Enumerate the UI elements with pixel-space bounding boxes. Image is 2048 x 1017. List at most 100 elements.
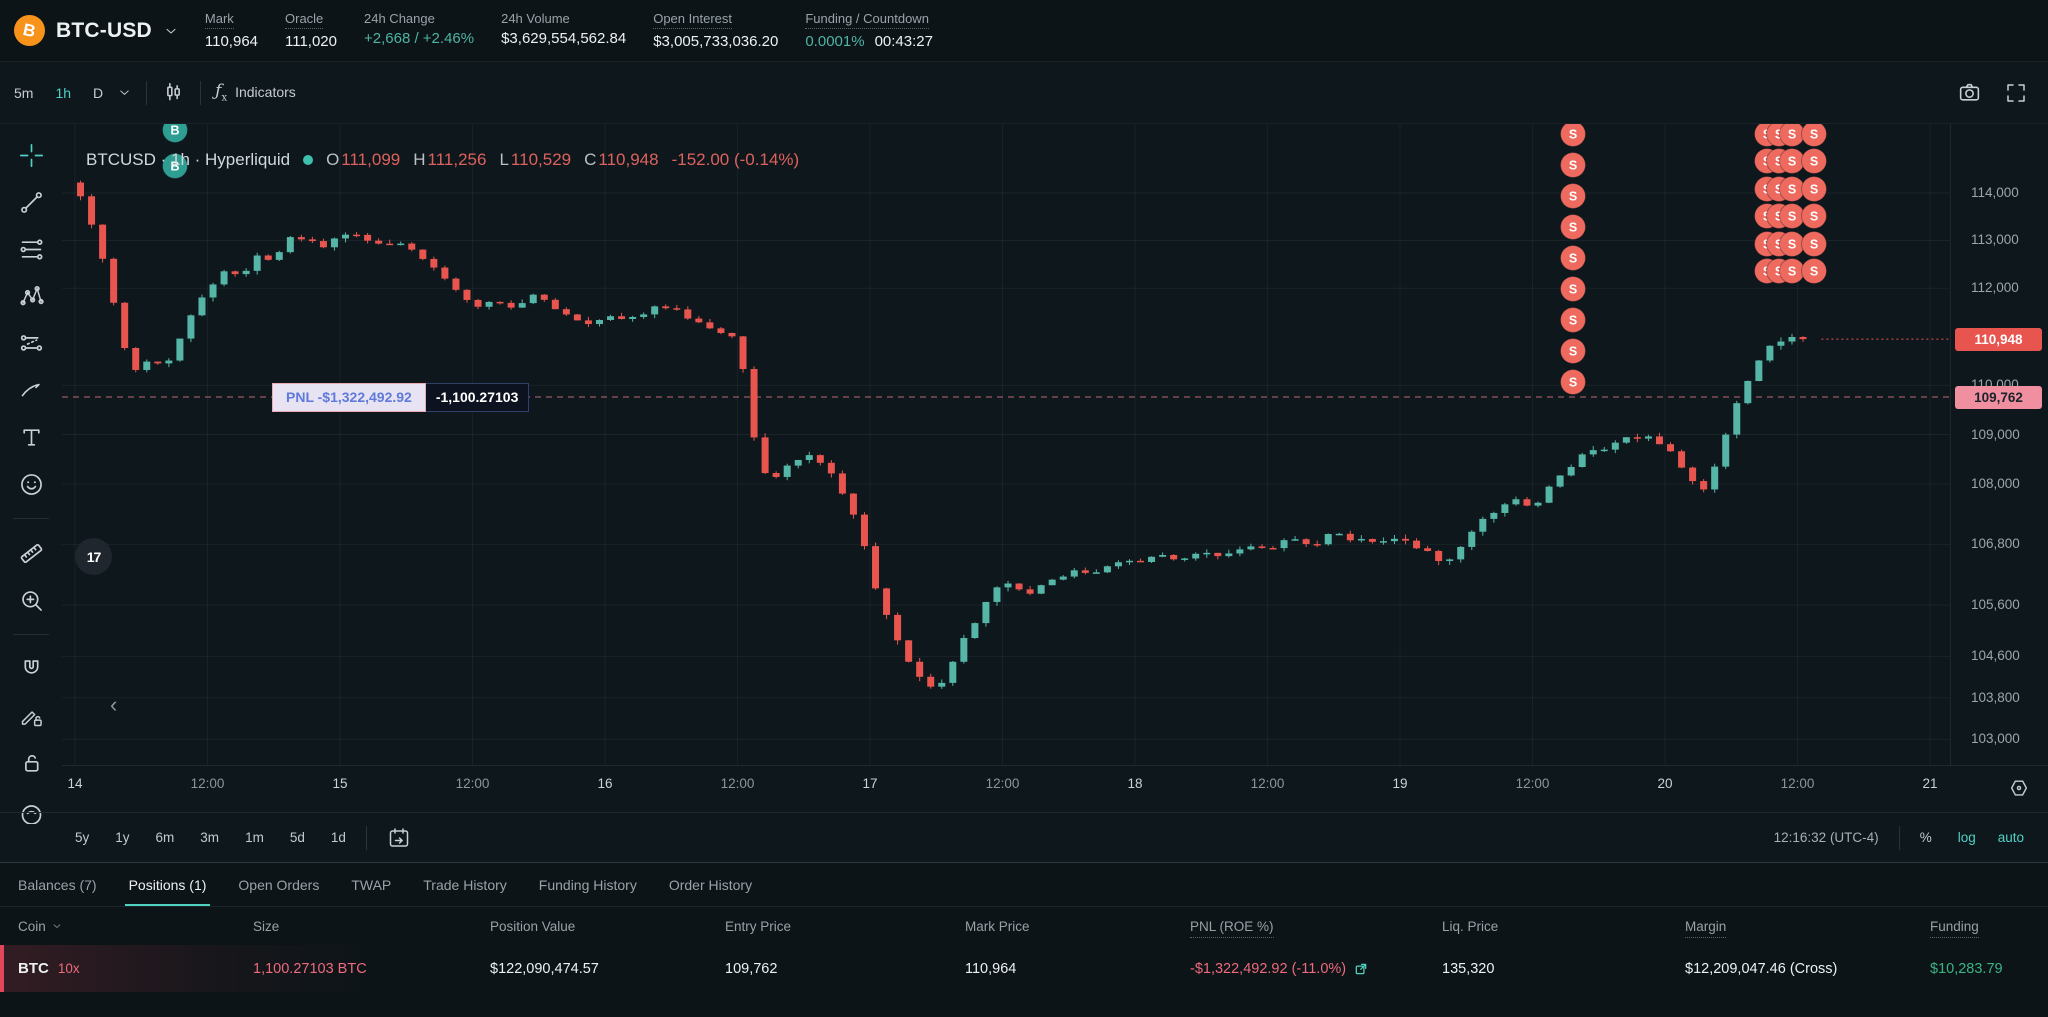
range-button-3m[interactable]: 3m — [200, 830, 220, 845]
toolbar-divider — [146, 80, 148, 105]
external-link-icon[interactable] — [1354, 962, 1368, 976]
range-button-1d[interactable]: 1d — [330, 830, 346, 845]
stat-label: Oracle — [285, 11, 324, 29]
sell-marker[interactable]: S — [1560, 183, 1586, 209]
sell-marker[interactable]: S — [1801, 258, 1827, 284]
sell-marker[interactable]: S — [1560, 369, 1586, 395]
position-size-text: -1,100.27103 — [425, 382, 530, 412]
tab-order-history[interactable]: Order History — [668, 876, 753, 893]
interval-button-1h[interactable]: 1h — [55, 84, 72, 101]
price-axis[interactable]: 114,000 113,000 112,000 110,000 109,000 108,0… — [1950, 124, 2048, 765]
tab-positions-1[interactable]: Positions (1) — [125, 863, 211, 906]
sell-marker[interactable]: S — [1801, 124, 1827, 147]
drawing-pencil-lock-tool[interactable] — [14, 701, 48, 731]
sell-marker[interactable]: S — [1779, 124, 1805, 147]
ruler-tool[interactable] — [14, 538, 48, 568]
emoji-icon — [20, 473, 42, 495]
column-header-label[interactable]: Coin — [18, 918, 46, 934]
tradingview-logo[interactable]: 17 — [75, 538, 112, 575]
sell-marker[interactable]: S — [1801, 231, 1827, 257]
chart-clock[interactable]: 12:16:32 (UTC-4) — [1773, 830, 1879, 845]
stat-value-text: +2,668 / +2.46% — [364, 30, 475, 47]
ohlc-key: L — [499, 150, 509, 169]
interval-button-D[interactable]: D — [93, 84, 104, 101]
sell-marker[interactable]: S — [1560, 276, 1586, 302]
range-button-5d[interactable]: 5d — [289, 830, 305, 845]
tab-twap[interactable]: TWAP — [351, 876, 392, 893]
go-to-date-icon[interactable] — [387, 826, 411, 850]
buy-marker[interactable]: B — [162, 124, 188, 143]
fullscreen-icon[interactable] — [2004, 81, 2028, 105]
camera-icon[interactable] — [1957, 80, 1982, 105]
toolbar-collapse-chevron[interactable]: ‹ — [110, 692, 118, 717]
crosshair-tool[interactable] — [14, 140, 48, 170]
sell-marker[interactable]: S — [1779, 176, 1805, 202]
fib-retracement-tool[interactable] — [14, 234, 48, 264]
chart-style-button[interactable] — [161, 80, 186, 105]
brush-tool[interactable] — [14, 375, 48, 405]
position-pnl-label[interactable]: PNL -$1,322,492.92 -1,100.27103 — [272, 382, 530, 412]
sell-marker[interactable]: S — [1801, 176, 1827, 202]
interval-button-5m[interactable]: 5m — [14, 84, 34, 101]
sell-marker[interactable]: S — [1779, 203, 1805, 229]
sell-marker[interactable]: S — [1779, 231, 1805, 257]
mark-price-cell: 110,964 — [965, 960, 1017, 977]
indicators-button[interactable]: ƒx Indicators — [215, 81, 296, 103]
projection-tool[interactable] — [14, 328, 48, 358]
sell-marker[interactable]: S — [1779, 258, 1805, 284]
sell-marker[interactable]: S — [1560, 214, 1586, 240]
range-button-5y[interactable]: 5y — [75, 830, 90, 845]
sell-marker[interactable]: S — [1560, 338, 1586, 364]
price-scale-settings-icon[interactable] — [2008, 777, 2030, 799]
range-button-1y[interactable]: 1y — [115, 830, 130, 845]
svg-text:S: S — [1810, 265, 1818, 279]
entry-price-badge[interactable]: 109,762 — [1955, 385, 2042, 409]
position-row[interactable]: BTC 10x 1,100.27103 BTC $122,090,474.57 109,… — [0, 945, 2048, 992]
time-tick-label: 18 — [1127, 776, 1143, 791]
time-tick-label: 12:00 — [985, 776, 1020, 791]
trend-line-tool[interactable] — [14, 187, 48, 217]
time-axis[interactable]: 14 12:00 15 12:00 16 12:00 17 12:00 18 12:00 19 12:… — [62, 765, 2048, 813]
auto-scale-toggle[interactable]: auto — [1997, 830, 2024, 845]
market-selector[interactable]: B BTC-USD — [14, 15, 179, 46]
text-tool[interactable] — [14, 422, 48, 452]
buy-marker[interactable]: B — [162, 153, 188, 179]
zoom-in-tool[interactable] — [14, 585, 48, 615]
lock-icon — [24, 754, 39, 772]
tab-balances-7[interactable]: Balances (7) — [18, 876, 97, 893]
coin-cell: BTC 10x — [0, 960, 235, 977]
emoji-tool[interactable] — [14, 469, 48, 499]
legend-title[interactable]: BTCUSD · 1h · Hyperliquid — [86, 150, 291, 169]
sell-marker[interactable]: S — [1560, 307, 1586, 333]
stat-label: Mark — [204, 11, 234, 29]
range-button-1m[interactable]: 1m — [245, 830, 264, 845]
magnet-tool[interactable] — [14, 654, 48, 684]
percent-scale-toggle[interactable]: % — [1919, 830, 1932, 845]
lock-tool[interactable] — [14, 748, 48, 778]
chart-toolbar: 5m 1h D ƒx Indicators — [0, 62, 2048, 124]
candlestick-chart[interactable]: BBSSSSSSSSSSSSSSSSSSSSSSSSSSSSSSSSS — [62, 124, 1950, 765]
range-button-6m[interactable]: 6m — [155, 830, 175, 845]
ohlc-value: 111,099 — [341, 150, 401, 169]
tab-open-orders[interactable]: Open Orders — [238, 876, 320, 893]
sell-marker[interactable]: S — [1779, 148, 1805, 174]
position-value-cell: $122,090,474.57 — [490, 960, 599, 977]
coin-name: BTC — [18, 960, 49, 977]
xabcd-pattern-tool[interactable] — [14, 281, 48, 311]
trend-line-icon — [20, 191, 42, 213]
sell-marker[interactable]: S — [1560, 245, 1586, 271]
log-scale-toggle[interactable]: log — [1957, 830, 1976, 845]
column-header-label: Liq. Price — [1442, 918, 1499, 934]
sell-marker[interactable]: S — [1801, 203, 1827, 229]
sell-marker[interactable]: S — [1560, 152, 1586, 178]
sell-marker[interactable]: S — [1801, 148, 1827, 174]
xabcd-pattern-icon — [19, 285, 44, 305]
size-cell: 1,100.27103 BTC — [253, 960, 367, 977]
liq-price-cell: 135,320 — [1442, 960, 1495, 977]
sell-marker[interactable]: S — [1560, 124, 1586, 147]
chevron-down-icon[interactable] — [117, 85, 132, 100]
tab-funding-history[interactable]: Funding History — [538, 876, 637, 893]
price-tick-label: 106,800 — [1971, 536, 2020, 552]
tab-trade-history[interactable]: Trade History — [423, 876, 507, 893]
